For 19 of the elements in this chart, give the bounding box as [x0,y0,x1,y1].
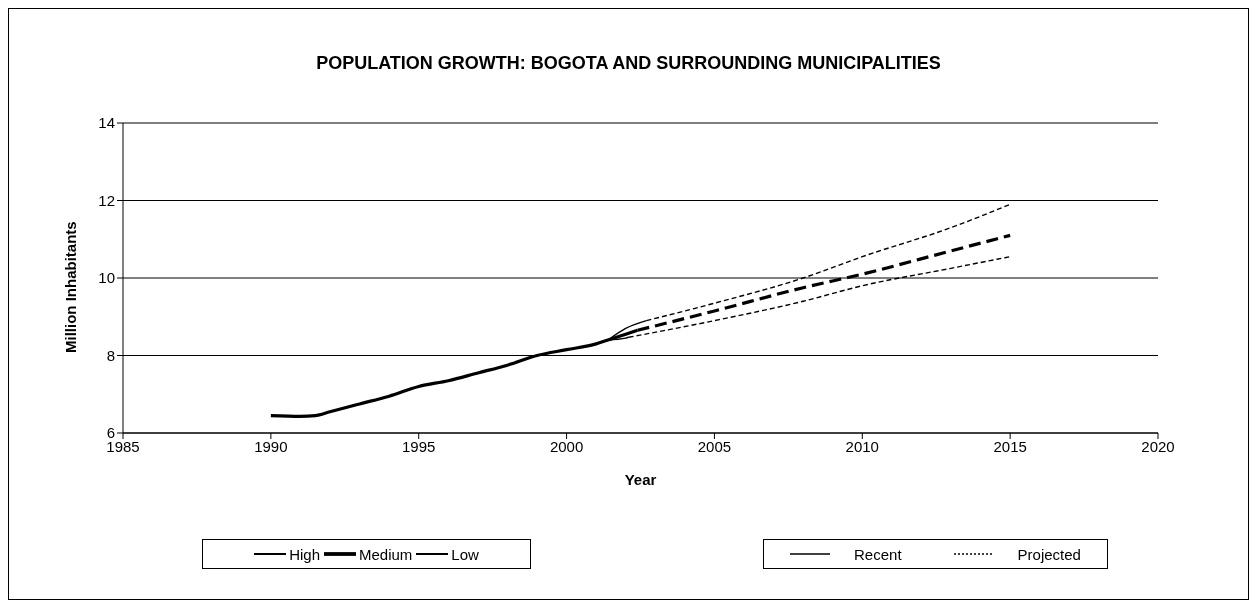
x-tick-label: 2010 [845,437,879,455]
x-tick-label: 2015 [993,437,1027,455]
legend-label: High [289,545,320,563]
y-tick-label: 12 [98,191,115,209]
legend-label: Low [451,545,479,563]
x-tick-label: 1990 [254,437,288,455]
chart-title: POPULATION GROWTH: BOGOTA AND SURROUNDING MUNICIPALITIES [315,53,942,74]
text: Recent [854,545,902,563]
x-tick-label: 2020 [1141,437,1175,455]
x-tick-label: 2000 [549,437,584,455]
y-tick-label: 14 [98,114,115,132]
x-tick-label: 1995 [402,437,436,455]
text: Projected [1017,545,1081,563]
legend-label: Medium [358,545,413,563]
x-axis-title: Year [624,471,657,488]
y-tick-label: 10 [98,269,115,287]
x-tick-label: 2005 [697,437,732,455]
y-tick-label: 8 [106,346,115,364]
y-axis-title: Million Inhabitants [62,221,80,353]
